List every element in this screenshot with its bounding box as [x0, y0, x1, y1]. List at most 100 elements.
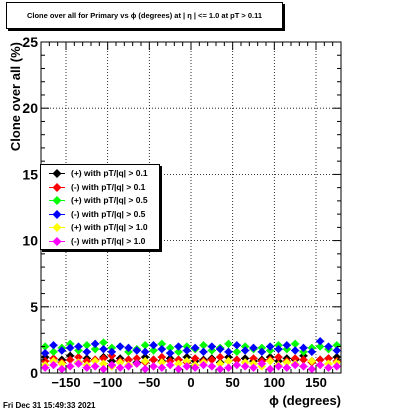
- legend-marker: [49, 182, 65, 192]
- legend-entry: (-) with pT/|q| > 0.5: [41, 208, 159, 221]
- data-point: [82, 340, 92, 350]
- data-point: [299, 343, 308, 353]
- data-point: [215, 364, 225, 374]
- data-point: [57, 359, 67, 368]
- x-tick-label: 100: [263, 375, 285, 390]
- y-tick-label: 20: [22, 100, 38, 116]
- data-point: [149, 346, 158, 355]
- data-point: [157, 363, 167, 372]
- data-point: [157, 352, 167, 362]
- data-point: [74, 342, 83, 351]
- data-point: [199, 347, 208, 357]
- data-point: [90, 356, 100, 366]
- x-tick-label: −100: [93, 375, 122, 390]
- data-point: [257, 347, 267, 357]
- legend-marker: [49, 209, 65, 219]
- data-point: [49, 360, 58, 370]
- legend-entry: (-) with pT/|q| > 0.1: [41, 181, 159, 194]
- data-point: [324, 354, 333, 363]
- x-tick-label: 50: [225, 375, 239, 390]
- y-tick-label: 10: [22, 233, 38, 249]
- data-point: [182, 346, 192, 355]
- data-point: [99, 338, 108, 347]
- data-point: [224, 347, 233, 357]
- data-point: [74, 359, 83, 368]
- data-point: [149, 340, 158, 350]
- data-point: [240, 346, 250, 355]
- data-point: [282, 340, 292, 350]
- data-point: [282, 358, 292, 367]
- data-point: [249, 363, 258, 372]
- data-point: [290, 346, 300, 355]
- data-point: [265, 364, 275, 374]
- data-point: [207, 355, 217, 364]
- data-point: [99, 364, 108, 374]
- data-point: [49, 347, 58, 357]
- data-point: [224, 356, 233, 366]
- data-point: [140, 340, 150, 350]
- data-point: [182, 362, 192, 371]
- data-point: [274, 362, 283, 371]
- y-tick-label: 25: [22, 34, 38, 50]
- data-point: [282, 363, 292, 372]
- data-point: [132, 354, 142, 363]
- data-point: [257, 359, 267, 368]
- x-tick-label: 150: [305, 375, 327, 390]
- data-point: [215, 352, 225, 362]
- data-point: [249, 354, 258, 363]
- legend-label: (-) with pT/|q| > 1.0: [71, 235, 146, 246]
- data-point: [190, 354, 200, 363]
- x-tick-label: −50: [138, 375, 160, 390]
- data-point: [40, 363, 50, 372]
- data-point: [90, 362, 100, 371]
- data-point: [140, 356, 150, 366]
- data-point: [182, 356, 192, 366]
- legend-marker: [49, 223, 65, 232]
- data-point: [174, 347, 183, 357]
- data-point: [74, 352, 83, 362]
- y-axis-label: Clone over all (%): [8, 42, 23, 151]
- data-point: [99, 354, 108, 363]
- data-point: [49, 340, 58, 350]
- title-box: Clone over all for Primary vs ϕ (degrees…: [6, 2, 283, 29]
- data-point: [140, 347, 150, 357]
- data-point: [274, 352, 283, 362]
- data-point: [207, 342, 217, 351]
- data-point: [90, 344, 100, 354]
- data-point: [174, 342, 183, 351]
- data-point: [324, 363, 333, 372]
- y-tick-label: 0: [30, 365, 38, 381]
- data-point: [290, 339, 300, 349]
- data-point: [99, 344, 108, 354]
- data-point: [215, 344, 225, 354]
- data-point: [65, 362, 75, 371]
- legend-entry: (+) with pT/|q| > 0.1: [41, 167, 159, 180]
- y-tick-label: 5: [30, 299, 38, 315]
- data-point: [107, 360, 117, 370]
- legend-label: (+) with pT/|q| > 0.1: [71, 168, 148, 178]
- data-point: [199, 340, 208, 350]
- legend-entry: (-) with pT/|q| > 1.0: [41, 235, 159, 248]
- legend-label: (-) with pT/|q| > 0.5: [71, 208, 146, 219]
- data-point: [274, 344, 283, 354]
- data-point: [165, 343, 175, 353]
- legend-label: (+) with pT/|q| > 0.5: [71, 195, 148, 205]
- data-point: [332, 362, 342, 371]
- data-point: [232, 347, 242, 357]
- data-point: [132, 346, 142, 355]
- data-point: [40, 348, 50, 358]
- data-point: [149, 362, 158, 371]
- data-point: [324, 342, 333, 351]
- data-point: [124, 355, 133, 364]
- series-6: [40, 359, 342, 374]
- data-point: [149, 355, 158, 364]
- data-point: [82, 347, 92, 357]
- data-point: [232, 355, 242, 364]
- x-tick-label: 0: [187, 375, 194, 390]
- legend: (+) with pT/|q| > 0.1 (-) with pT/|q| > 0…: [40, 164, 160, 250]
- data-point: [90, 339, 100, 349]
- data-point: [315, 337, 325, 346]
- data-point: [207, 362, 217, 371]
- y-tick-label: 15: [22, 166, 38, 182]
